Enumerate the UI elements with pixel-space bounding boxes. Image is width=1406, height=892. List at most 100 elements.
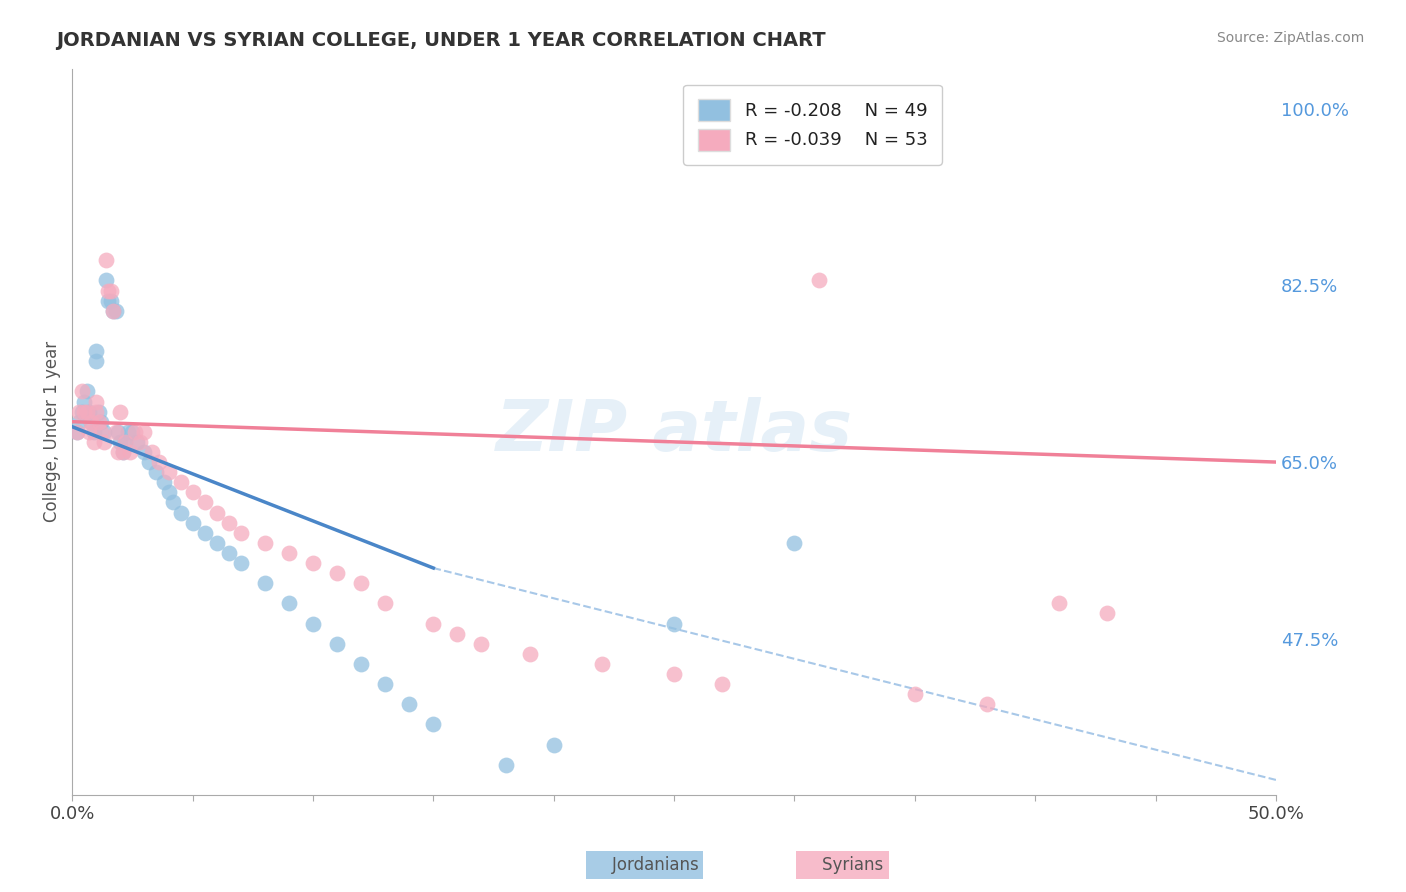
Point	[181, 516, 204, 530]
Point	[84, 354, 107, 368]
Text: Source: ZipAtlas.com: Source: ZipAtlas.com	[1216, 31, 1364, 45]
Point	[80, 415, 103, 429]
Point	[73, 404, 96, 418]
Point	[470, 637, 492, 651]
Point	[277, 596, 299, 610]
Point	[162, 495, 184, 509]
Point	[662, 667, 685, 681]
Point	[93, 425, 115, 439]
Point	[83, 425, 105, 439]
Point	[83, 434, 105, 449]
Point	[218, 546, 240, 560]
Point	[422, 717, 444, 731]
Point	[87, 415, 110, 429]
Point	[104, 303, 127, 318]
Point	[495, 757, 517, 772]
Text: JORDANIAN VS SYRIAN COLLEGE, UNDER 1 YEAR CORRELATION CHART: JORDANIAN VS SYRIAN COLLEGE, UNDER 1 YEA…	[56, 31, 825, 50]
Point	[543, 738, 565, 752]
Point	[145, 465, 167, 479]
Point	[904, 687, 927, 701]
Point	[101, 303, 124, 318]
Point	[77, 425, 100, 439]
Point	[117, 425, 139, 439]
Point	[446, 626, 468, 640]
Point	[70, 384, 93, 399]
Point	[80, 415, 103, 429]
Point	[107, 445, 129, 459]
Point	[181, 485, 204, 500]
Point	[157, 465, 180, 479]
Point	[69, 404, 91, 418]
Point	[114, 434, 136, 449]
Point	[374, 677, 396, 691]
Point	[229, 525, 252, 540]
Point	[87, 404, 110, 418]
Point	[90, 425, 112, 439]
Text: Jordanians: Jordanians	[591, 855, 699, 873]
Point	[111, 445, 134, 459]
Point	[111, 445, 134, 459]
Point	[97, 284, 120, 298]
Point	[1097, 607, 1119, 621]
Point	[69, 415, 91, 429]
Point	[128, 434, 150, 449]
Point	[350, 576, 373, 591]
Point	[77, 404, 100, 418]
Point	[976, 698, 998, 712]
Point	[374, 596, 396, 610]
Legend: R = -0.208    N = 49, R = -0.039    N = 53: R = -0.208 N = 49, R = -0.039 N = 53	[683, 85, 942, 165]
Point	[94, 253, 117, 268]
Point	[157, 485, 180, 500]
Point	[66, 425, 89, 439]
Point	[326, 566, 349, 580]
Point	[101, 303, 124, 318]
Point	[141, 445, 163, 459]
Point	[104, 425, 127, 439]
Point	[783, 536, 806, 550]
Point	[84, 404, 107, 418]
Text: Syrians: Syrians	[801, 855, 883, 873]
Point	[205, 536, 228, 550]
Point	[152, 475, 174, 490]
Point	[253, 576, 276, 591]
Point	[134, 425, 156, 439]
Point	[94, 273, 117, 287]
Point	[218, 516, 240, 530]
Point	[422, 616, 444, 631]
Point	[302, 556, 325, 570]
Point	[662, 616, 685, 631]
Point	[169, 506, 191, 520]
Point	[100, 293, 122, 308]
Point	[84, 344, 107, 359]
Point	[591, 657, 613, 671]
Point	[711, 677, 734, 691]
Point	[70, 404, 93, 418]
Point	[205, 506, 228, 520]
Point	[326, 637, 349, 651]
Point	[73, 394, 96, 409]
Point	[138, 455, 160, 469]
Point	[277, 546, 299, 560]
Point	[398, 698, 420, 712]
Point	[97, 293, 120, 308]
Y-axis label: College, Under 1 year: College, Under 1 year	[44, 342, 60, 523]
Point	[110, 404, 132, 418]
Point	[121, 425, 143, 439]
Point	[93, 434, 115, 449]
Point	[1047, 596, 1070, 610]
Point	[110, 434, 132, 449]
Point	[519, 647, 541, 661]
Point	[194, 495, 217, 509]
Point	[114, 434, 136, 449]
Point	[134, 445, 156, 459]
Point	[76, 384, 98, 399]
Point	[253, 536, 276, 550]
Text: ZIP atlas: ZIP atlas	[495, 397, 852, 467]
Point	[90, 415, 112, 429]
Point	[169, 475, 191, 490]
Point	[127, 434, 149, 449]
Point	[124, 425, 146, 439]
Point	[84, 394, 107, 409]
Point	[807, 273, 830, 287]
Point	[229, 556, 252, 570]
